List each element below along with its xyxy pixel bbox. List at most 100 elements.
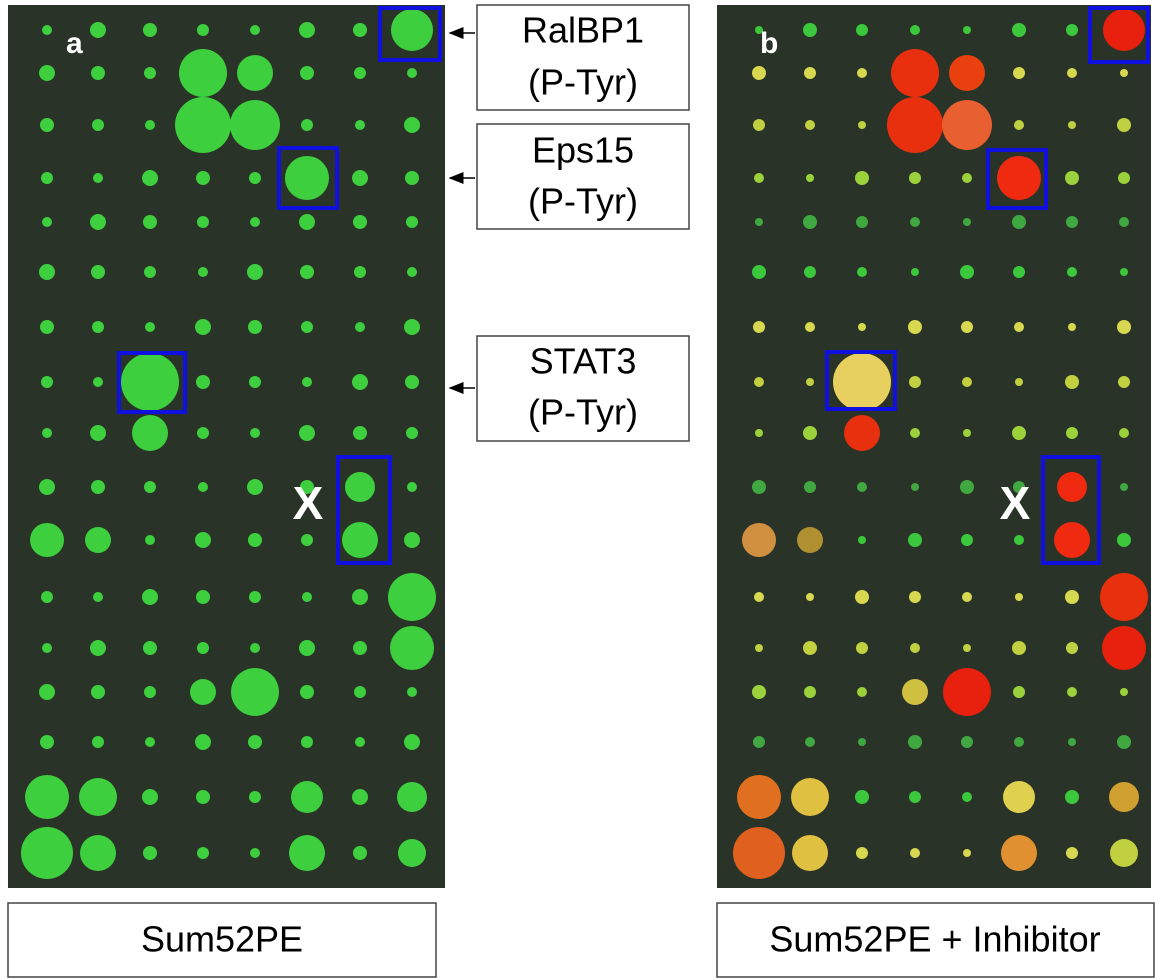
spot xyxy=(145,737,155,747)
spot xyxy=(300,66,314,80)
spot xyxy=(197,24,209,36)
spot xyxy=(1118,376,1130,388)
spot xyxy=(1103,9,1145,51)
spot xyxy=(753,321,765,333)
spot xyxy=(132,415,168,451)
spot xyxy=(942,100,992,150)
spot xyxy=(231,668,279,716)
spot xyxy=(197,427,209,439)
spot xyxy=(908,533,922,547)
spot xyxy=(806,174,814,182)
spot xyxy=(962,792,972,802)
spot xyxy=(39,479,55,495)
spot xyxy=(247,479,263,495)
spot xyxy=(198,267,208,277)
callout-detail: (P-Tyr) xyxy=(528,392,638,433)
spot xyxy=(80,835,116,871)
spot xyxy=(197,642,209,654)
spot xyxy=(742,523,776,557)
spot xyxy=(1065,790,1079,804)
spot xyxy=(1117,533,1131,547)
spot xyxy=(891,49,939,97)
spot xyxy=(41,376,53,388)
panel-letter: a xyxy=(66,27,83,60)
spot xyxy=(302,377,312,387)
spot xyxy=(196,375,210,389)
spot xyxy=(1057,472,1087,502)
spot xyxy=(1119,217,1129,227)
spot xyxy=(79,778,117,816)
spot xyxy=(1117,118,1131,132)
spot xyxy=(754,173,764,183)
spot xyxy=(198,482,208,492)
spot xyxy=(1013,67,1025,79)
spot xyxy=(404,734,420,750)
spot xyxy=(196,790,210,804)
spot xyxy=(1067,687,1077,697)
spot xyxy=(1012,426,1026,440)
spot xyxy=(355,322,365,332)
spot xyxy=(249,791,261,803)
spot xyxy=(961,321,973,333)
spot xyxy=(857,687,867,697)
spot xyxy=(1054,522,1090,558)
spot xyxy=(145,535,155,545)
spot xyxy=(93,377,103,387)
spot xyxy=(299,425,315,441)
spot xyxy=(963,644,971,652)
spot xyxy=(1119,428,1129,438)
spot xyxy=(1015,593,1023,601)
spot xyxy=(237,55,273,91)
spot xyxy=(1066,427,1078,439)
spot xyxy=(962,377,972,387)
spot xyxy=(299,214,315,230)
spot xyxy=(960,480,974,494)
spot xyxy=(345,472,375,502)
spot xyxy=(25,775,69,819)
spot xyxy=(91,66,105,80)
spot xyxy=(145,322,155,332)
spot xyxy=(754,377,764,387)
caption: Sum52PE + Inhibitor xyxy=(769,919,1100,960)
spot xyxy=(144,67,156,79)
spot xyxy=(804,481,816,493)
spot xyxy=(1110,839,1138,867)
spot xyxy=(1065,375,1079,389)
spot xyxy=(391,9,433,51)
spot xyxy=(353,23,367,37)
spot xyxy=(197,216,209,228)
spot xyxy=(1013,266,1025,278)
spot xyxy=(1003,781,1035,813)
spot xyxy=(910,217,920,227)
spot xyxy=(752,480,766,494)
spot xyxy=(249,376,261,388)
spot xyxy=(175,97,231,153)
spot xyxy=(754,592,764,602)
spot xyxy=(805,120,815,130)
spot xyxy=(910,428,920,438)
spot xyxy=(1109,782,1139,812)
spot xyxy=(855,590,869,604)
spot xyxy=(90,640,106,656)
spot xyxy=(961,736,973,748)
spot xyxy=(858,536,866,544)
spot xyxy=(144,266,156,278)
spot xyxy=(1014,535,1024,545)
spot xyxy=(909,591,921,603)
spot xyxy=(1067,68,1077,78)
spot xyxy=(299,22,315,38)
spot xyxy=(943,668,991,716)
spot xyxy=(961,534,973,546)
spot xyxy=(397,782,427,812)
spot xyxy=(804,686,816,698)
spot xyxy=(85,527,111,553)
spot xyxy=(42,217,52,227)
spot xyxy=(142,789,158,805)
spot xyxy=(855,171,869,185)
spot xyxy=(805,322,815,332)
spot xyxy=(90,214,106,230)
marker: X xyxy=(1000,477,1031,529)
spot xyxy=(1013,686,1025,698)
spot xyxy=(887,97,943,153)
spot xyxy=(352,789,368,805)
